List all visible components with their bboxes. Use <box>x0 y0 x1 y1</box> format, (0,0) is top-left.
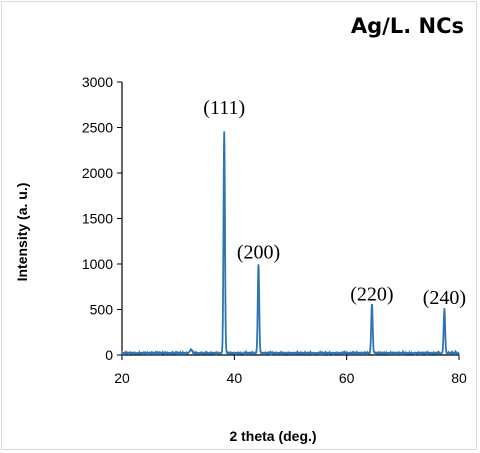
peak-label: (200) <box>237 242 280 264</box>
peak-label: (111) <box>203 97 245 119</box>
y-tick-label: 0 <box>105 347 113 363</box>
x-tick-label: 60 <box>339 370 355 386</box>
x-tick-label: 20 <box>114 370 130 386</box>
xrd-series-line <box>121 131 460 357</box>
x-tick-label: 80 <box>451 370 467 386</box>
peak-label: (220) <box>350 283 393 305</box>
x-tick-label: 40 <box>227 370 243 386</box>
y-tick-label: 1500 <box>82 211 113 227</box>
x-axis-label: 2 theta (deg.) <box>229 428 317 444</box>
y-tick-label: 500 <box>90 302 114 318</box>
y-tick-label: 2500 <box>82 120 113 136</box>
peak-label: (240) <box>423 287 466 309</box>
y-tick-label: 1000 <box>82 256 113 272</box>
y-tick-label: 3000 <box>82 74 113 90</box>
y-tick-label: 2000 <box>82 165 113 181</box>
chart-title: Ag/L. NCs <box>350 14 464 38</box>
